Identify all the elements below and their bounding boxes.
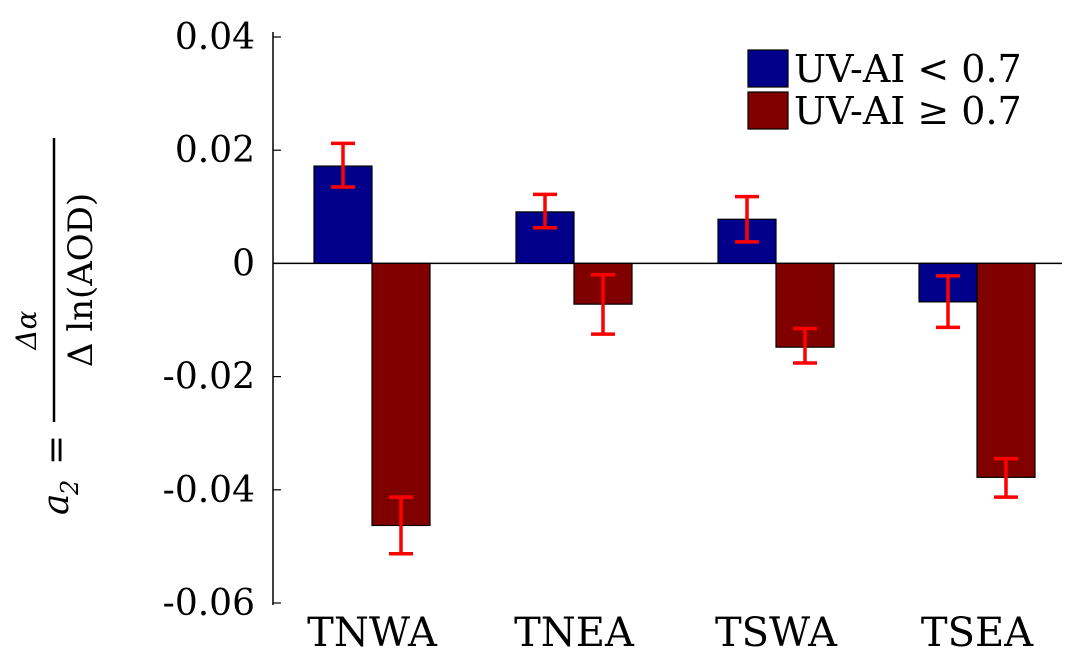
category-labels: TNWA TNEA TSWA TSEA bbox=[307, 610, 1034, 653]
y-axis-label: a2 = Δα Δ ln(AOD) bbox=[10, 138, 101, 515]
y-tick-label: 0.04 bbox=[175, 17, 255, 58]
y-label-numerator: Δα bbox=[10, 310, 43, 350]
legend-swatch bbox=[747, 91, 789, 130]
y-axis-formula: a2 = Δα Δ ln(AOD) bbox=[10, 138, 101, 515]
y-label-equals: = bbox=[36, 435, 77, 465]
error-bars bbox=[331, 141, 1018, 556]
y-tick-label: -0.02 bbox=[163, 357, 255, 398]
legend-swatch bbox=[747, 49, 789, 88]
bar bbox=[976, 262, 1036, 478]
legend-label: UV-AI < 0.7 bbox=[794, 47, 1022, 91]
legend-label: UV-AI ≥ 0.7 bbox=[794, 89, 1022, 133]
bars bbox=[313, 165, 1036, 527]
y-tick-label: -0.06 bbox=[163, 583, 255, 624]
category-label: TNEA bbox=[514, 610, 635, 653]
y-ticks: 0.04 0.02 0 -0.02 -0.04 -0.06 bbox=[163, 17, 281, 624]
legend: UV-AI < 0.7UV-AI ≥ 0.7 bbox=[747, 47, 1022, 133]
y-label-lhs: a bbox=[36, 494, 77, 515]
y-label-denominator: Δ ln(AOD) bbox=[61, 193, 101, 367]
bar bbox=[371, 262, 431, 527]
y-tick-label: 0 bbox=[232, 243, 255, 284]
category-label: TSEA bbox=[921, 610, 1034, 653]
y-label-subscript: 2 bbox=[56, 480, 84, 496]
y-tick-label: -0.04 bbox=[163, 470, 255, 511]
category-label: TNWA bbox=[307, 610, 438, 653]
category-label: TSWA bbox=[715, 610, 838, 653]
y-tick-label: 0.02 bbox=[175, 130, 255, 171]
